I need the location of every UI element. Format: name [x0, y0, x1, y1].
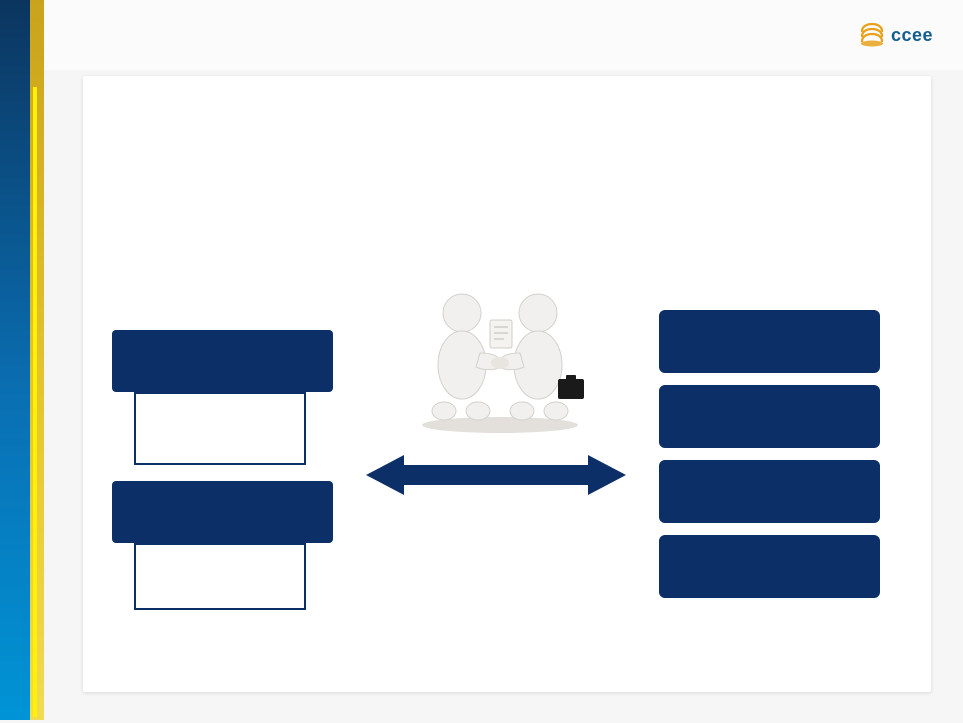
- accent-bar: [33, 87, 37, 717]
- header-strip: [44, 0, 963, 70]
- left-box-outline-1: [134, 392, 306, 465]
- slide-page: ccee: [0, 0, 963, 723]
- swirl-icon: [859, 22, 885, 48]
- double-arrow-icon: [366, 452, 626, 498]
- brand-name: ccee: [891, 25, 933, 46]
- left-box-solid-1: [112, 330, 333, 392]
- right-box-1: [659, 310, 880, 373]
- right-box-4: [659, 535, 880, 598]
- left-box-outline-2: [134, 543, 306, 610]
- handshake-figures-icon: [400, 275, 600, 435]
- left-box-solid-2: [112, 481, 333, 543]
- right-box-2: [659, 385, 880, 448]
- sidebar-blue: [0, 0, 30, 720]
- brand-logo: ccee: [859, 22, 933, 48]
- right-box-3: [659, 460, 880, 523]
